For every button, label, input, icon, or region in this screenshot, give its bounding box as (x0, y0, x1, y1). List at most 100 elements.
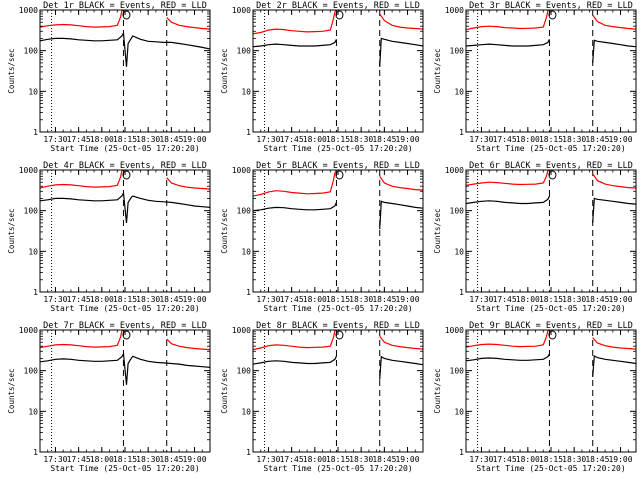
x-tick-label: 18:30 (562, 295, 586, 304)
events-series-line (253, 202, 338, 212)
y-tick-label: 10 (454, 247, 464, 256)
x-tick-label: 19:00 (395, 455, 419, 464)
events-series-line (253, 355, 338, 365)
lld-series-line (253, 10, 337, 35)
y-axis-label: Counts/sec (220, 368, 229, 413)
x-tick-label: 18:30 (349, 135, 373, 144)
x-axis-label: Start Time (25-Oct-05 17:20:20) (50, 304, 199, 313)
x-tick-label: 17:45 (280, 135, 304, 144)
annotation-circle-mark (548, 170, 557, 180)
x-tick-label: 18:15 (326, 295, 350, 304)
y-tick-label: 1 (246, 128, 251, 137)
x-tick-label: 18:45 (159, 135, 183, 144)
annotation-circle-mark (335, 330, 344, 340)
y-tick-label: 100 (237, 207, 252, 216)
y-tick-label: 100 (24, 47, 39, 56)
events-series-line (379, 200, 423, 230)
y-tick-label: 1000 (232, 6, 251, 15)
x-tick-label: 18:30 (136, 455, 160, 464)
x-tick-label: 17:30 (469, 135, 493, 144)
events-series-line (592, 39, 636, 63)
x-tick-label: 18:00 (303, 295, 327, 304)
x-tick-label: 17:45 (280, 455, 304, 464)
x-tick-label: 19:00 (182, 455, 206, 464)
x-tick-label: 17:30 (43, 295, 67, 304)
annotation-circle-mark (122, 170, 131, 180)
x-tick-label: 18:15 (539, 455, 563, 464)
y-tick-label: 1000 (232, 326, 251, 335)
y-tick-label: 10 (454, 407, 464, 416)
y-tick-label: 1000 (19, 6, 38, 15)
lld-series-line (40, 170, 124, 189)
y-tick-label: 100 (24, 367, 39, 376)
x-tick-label: 19:00 (182, 135, 206, 144)
lld-series-line (466, 330, 550, 348)
lld-series-line (592, 14, 636, 30)
events-series-line (592, 197, 636, 223)
y-tick-label: 1 (246, 448, 251, 457)
chart-title: Det 8r BLACK = Events, RED = LLD (256, 321, 420, 331)
x-tick-label: 19:00 (608, 455, 632, 464)
x-tick-label: 17:30 (256, 455, 280, 464)
y-tick-label: 1 (459, 128, 464, 137)
x-tick-label: 18:00 (90, 295, 114, 304)
y-axis-label: Counts/sec (220, 208, 229, 253)
chart-title: Det 4r BLACK = Events, RED = LLD (43, 161, 207, 171)
lld-series-line (466, 170, 550, 186)
events-series-line (40, 351, 210, 385)
x-tick-label: 18:15 (326, 135, 350, 144)
x-tick-label: 18:00 (90, 455, 114, 464)
y-tick-label: 10 (454, 87, 464, 96)
events-series-line (379, 355, 423, 380)
x-axis-label: Start Time (25-Oct-05 17:20:20) (263, 464, 412, 473)
y-tick-label: 1000 (445, 326, 464, 335)
lld-series-line (40, 10, 124, 28)
x-tick-label: 17:45 (493, 135, 517, 144)
x-tick-label: 19:00 (395, 295, 419, 304)
x-tick-label: 19:00 (608, 295, 632, 304)
x-tick-label: 18:45 (372, 135, 396, 144)
x-tick-label: 18:45 (585, 295, 609, 304)
x-tick-label: 18:45 (159, 295, 183, 304)
plot-frame (252, 329, 424, 453)
x-tick-label: 18:30 (562, 455, 586, 464)
x-axis-label: Start Time (25-Oct-05 17:20:20) (263, 144, 412, 153)
chart-title: Det 7r BLACK = Events, RED = LLD (43, 321, 207, 331)
x-tick-label: 18:30 (349, 295, 373, 304)
x-tick-label: 18:00 (516, 295, 540, 304)
x-tick-label: 18:15 (113, 295, 137, 304)
events-series-line (466, 353, 551, 362)
chart-title: Det 9r BLACK = Events, RED = LLD (469, 321, 633, 331)
lld-series-line (40, 330, 124, 349)
x-tick-label: 17:30 (256, 135, 280, 144)
y-tick-label: 100 (450, 207, 465, 216)
x-tick-label: 17:45 (67, 295, 91, 304)
chart-panel: 1 10 100 1000 17:30 17:45 18:00 18:15 18:30 18:45… (433, 161, 637, 313)
y-axis-label: Counts/sec (433, 48, 442, 93)
lld-series-line (253, 330, 337, 351)
x-tick-label: 18:15 (113, 455, 137, 464)
y-tick-label: 1000 (232, 166, 251, 175)
lld-series-line (466, 10, 550, 31)
y-axis-label: Counts/sec (433, 208, 442, 253)
plot-frame (465, 9, 637, 133)
x-tick-label: 18:00 (303, 135, 327, 144)
x-tick-label: 17:45 (67, 135, 91, 144)
events-series-line (253, 39, 338, 48)
plot-frame (39, 9, 211, 133)
lld-series-line (166, 338, 210, 351)
y-tick-label: 10 (28, 247, 38, 256)
x-tick-label: 17:30 (43, 135, 67, 144)
x-axis-label: Start Time (25-Oct-05 17:20:20) (476, 304, 625, 313)
x-tick-label: 18:45 (585, 455, 609, 464)
x-tick-label: 19:00 (182, 295, 206, 304)
x-tick-label: 17:30 (43, 455, 67, 464)
lld-series-line (592, 337, 636, 350)
x-tick-label: 18:45 (372, 295, 396, 304)
annotation-circle-mark (548, 10, 557, 20)
events-series-line (379, 37, 423, 67)
x-tick-label: 17:30 (469, 455, 493, 464)
x-tick-label: 18:00 (90, 135, 114, 144)
y-tick-label: 10 (241, 87, 251, 96)
x-tick-label: 18:30 (136, 135, 160, 144)
